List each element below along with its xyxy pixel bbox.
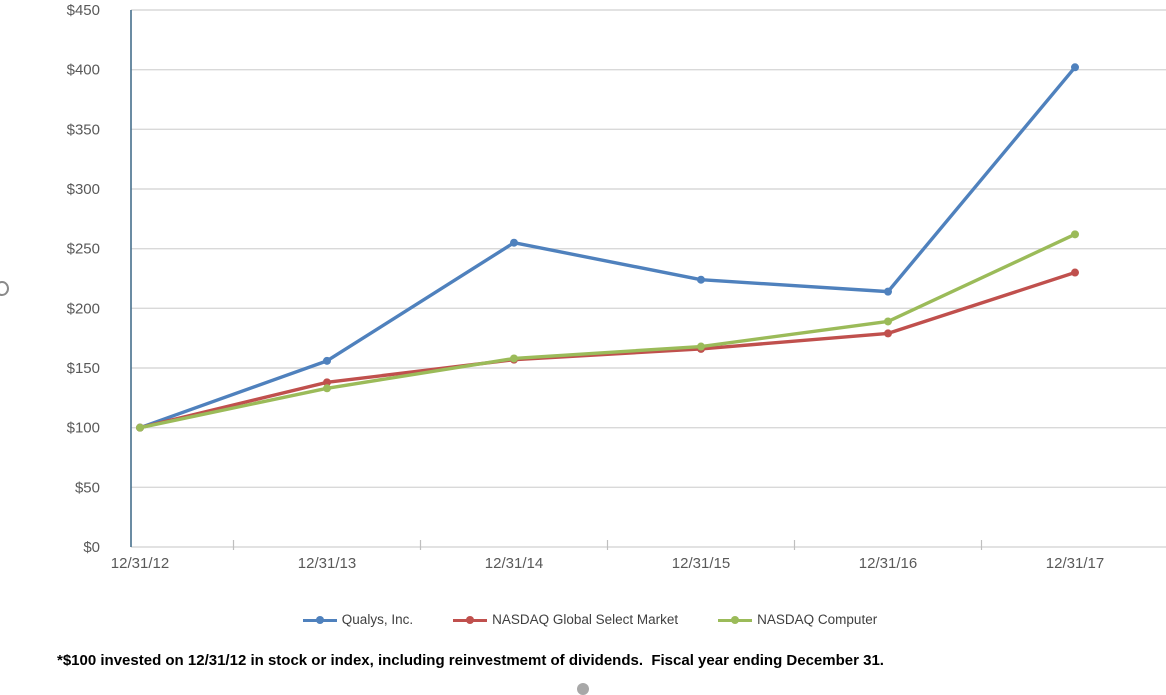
y-axis-tick-label: $200 — [67, 300, 100, 317]
series-marker-qualys-inc — [884, 287, 892, 296]
y-axis-tick-label: $300 — [67, 181, 100, 198]
chart-svg: $0 $50 $100 $150 $200 $250 $300 $350 $400 $450 12/… — [67, 2, 1166, 572]
legend-item: NASDAQ Computer — [718, 612, 877, 627]
series-marker-qualys-inc — [1071, 63, 1079, 72]
series-marker-nasdaq-computer — [510, 354, 518, 363]
y-axis-tick-label: $450 — [67, 2, 100, 19]
series-marker-nasdaq-computer — [697, 342, 705, 351]
y-axis-tick-label: $150 — [67, 360, 100, 377]
series-marker-qualys-inc — [697, 275, 705, 284]
x-axis-tick-label: 12/31/14 — [485, 555, 543, 572]
legend-label: NASDAQ Global Select Market — [492, 612, 679, 627]
y-axis-tick-label: $350 — [67, 121, 100, 138]
series-marker-qualys-inc — [510, 238, 518, 247]
y-axis-tick-label: $100 — [67, 420, 100, 437]
x-axis-tick-label: 12/31/16 — [859, 555, 917, 572]
legend-item: NASDAQ Global Select Market — [453, 612, 678, 627]
series-line-nasdaq-global-select-market — [139, 270, 1076, 430]
y-axis-tick-label: $250 — [67, 241, 100, 258]
series-marker-nasdaq-global-select-market — [323, 378, 331, 387]
series-marker-nasdaq-computer — [323, 384, 331, 393]
series-marker-nasdaq-global-select-market — [884, 329, 892, 338]
x-axis-tick-label: 12/31/15 — [672, 555, 730, 572]
legend-label: Qualys, Inc. — [341, 612, 414, 627]
series-marker-nasdaq-computer — [884, 317, 892, 326]
y-axis-tick-label: $50 — [75, 479, 100, 496]
series-marker-nasdaq-computer — [136, 423, 144, 432]
chart-legend: Qualys, Inc. NASDAQ Global Select Market N… — [0, 612, 1166, 627]
chart-footnote: *$100 invested on 12/31/12 in stock or i… — [57, 652, 884, 669]
series-line-nasdaq-computer — [139, 232, 1076, 430]
y-axis-tick-label: $400 — [67, 62, 100, 79]
y-axis-tick-label: $0 — [83, 539, 100, 556]
cropped-edge-artifact — [0, 281, 9, 296]
legend-line-marker-swatch — [302, 615, 337, 625]
x-axis-tick-label: 12/31/17 — [1046, 555, 1104, 572]
series-marker-nasdaq-computer — [1071, 230, 1079, 239]
series-line-qualys-inc — [139, 66, 1077, 430]
legend-label: NASDAQ Computer — [757, 612, 878, 627]
series-marker-nasdaq-global-select-market — [1071, 268, 1079, 277]
legend-line-marker-swatch — [453, 615, 488, 625]
series-marker-qualys-inc — [323, 356, 331, 365]
x-axis-tick-label: 12/31/13 — [298, 555, 356, 572]
x-axis-tick-label: 12/31/12 — [111, 555, 169, 572]
legend-item: Qualys, Inc. — [302, 612, 414, 627]
legend-line-marker-swatch — [718, 615, 753, 625]
bottom-page-dot — [577, 683, 589, 695]
